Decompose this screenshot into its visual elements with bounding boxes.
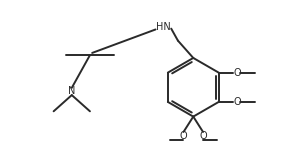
Text: O: O: [233, 68, 241, 78]
Text: O: O: [180, 131, 187, 141]
Text: HN: HN: [156, 22, 171, 32]
Text: N: N: [68, 86, 76, 96]
Text: O: O: [199, 131, 207, 141]
Text: O: O: [233, 97, 241, 107]
